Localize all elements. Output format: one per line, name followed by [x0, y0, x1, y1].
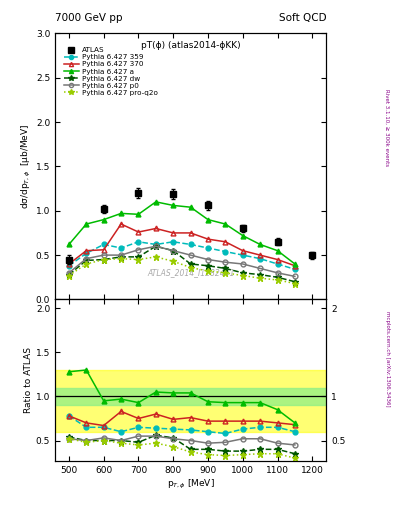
X-axis label: p$_{T,ϕ}$ [MeV]: p$_{T,ϕ}$ [MeV]	[167, 477, 215, 490]
Text: mcplots.cern.ch [arXiv:1306.3436]: mcplots.cern.ch [arXiv:1306.3436]	[385, 311, 389, 406]
Bar	[55, 388, 326, 406]
Text: 7000 GeV pp: 7000 GeV pp	[55, 13, 123, 23]
Y-axis label: Ratio to ATLAS: Ratio to ATLAS	[24, 347, 33, 413]
Legend: ATLAS, Pythia 6.427 359, Pythia 6.427 370, Pythia 6.427 a, Pythia 6.427 dw, Pyth: ATLAS, Pythia 6.427 359, Pythia 6.427 37…	[61, 45, 160, 98]
Text: ATLAS_2014_I1282441: ATLAS_2014_I1282441	[147, 268, 234, 278]
Text: Rivet 3.1.10, ≥ 300k events: Rivet 3.1.10, ≥ 300k events	[385, 90, 389, 166]
Y-axis label: dσ/dp$_{T,ϕ}$  [μb/MeV]: dσ/dp$_{T,ϕ}$ [μb/MeV]	[20, 124, 33, 209]
Text: Soft QCD: Soft QCD	[279, 13, 326, 23]
Text: pT(ϕ) (atlas2014-ϕKK): pT(ϕ) (atlas2014-ϕKK)	[141, 41, 241, 50]
Bar	[55, 370, 326, 432]
